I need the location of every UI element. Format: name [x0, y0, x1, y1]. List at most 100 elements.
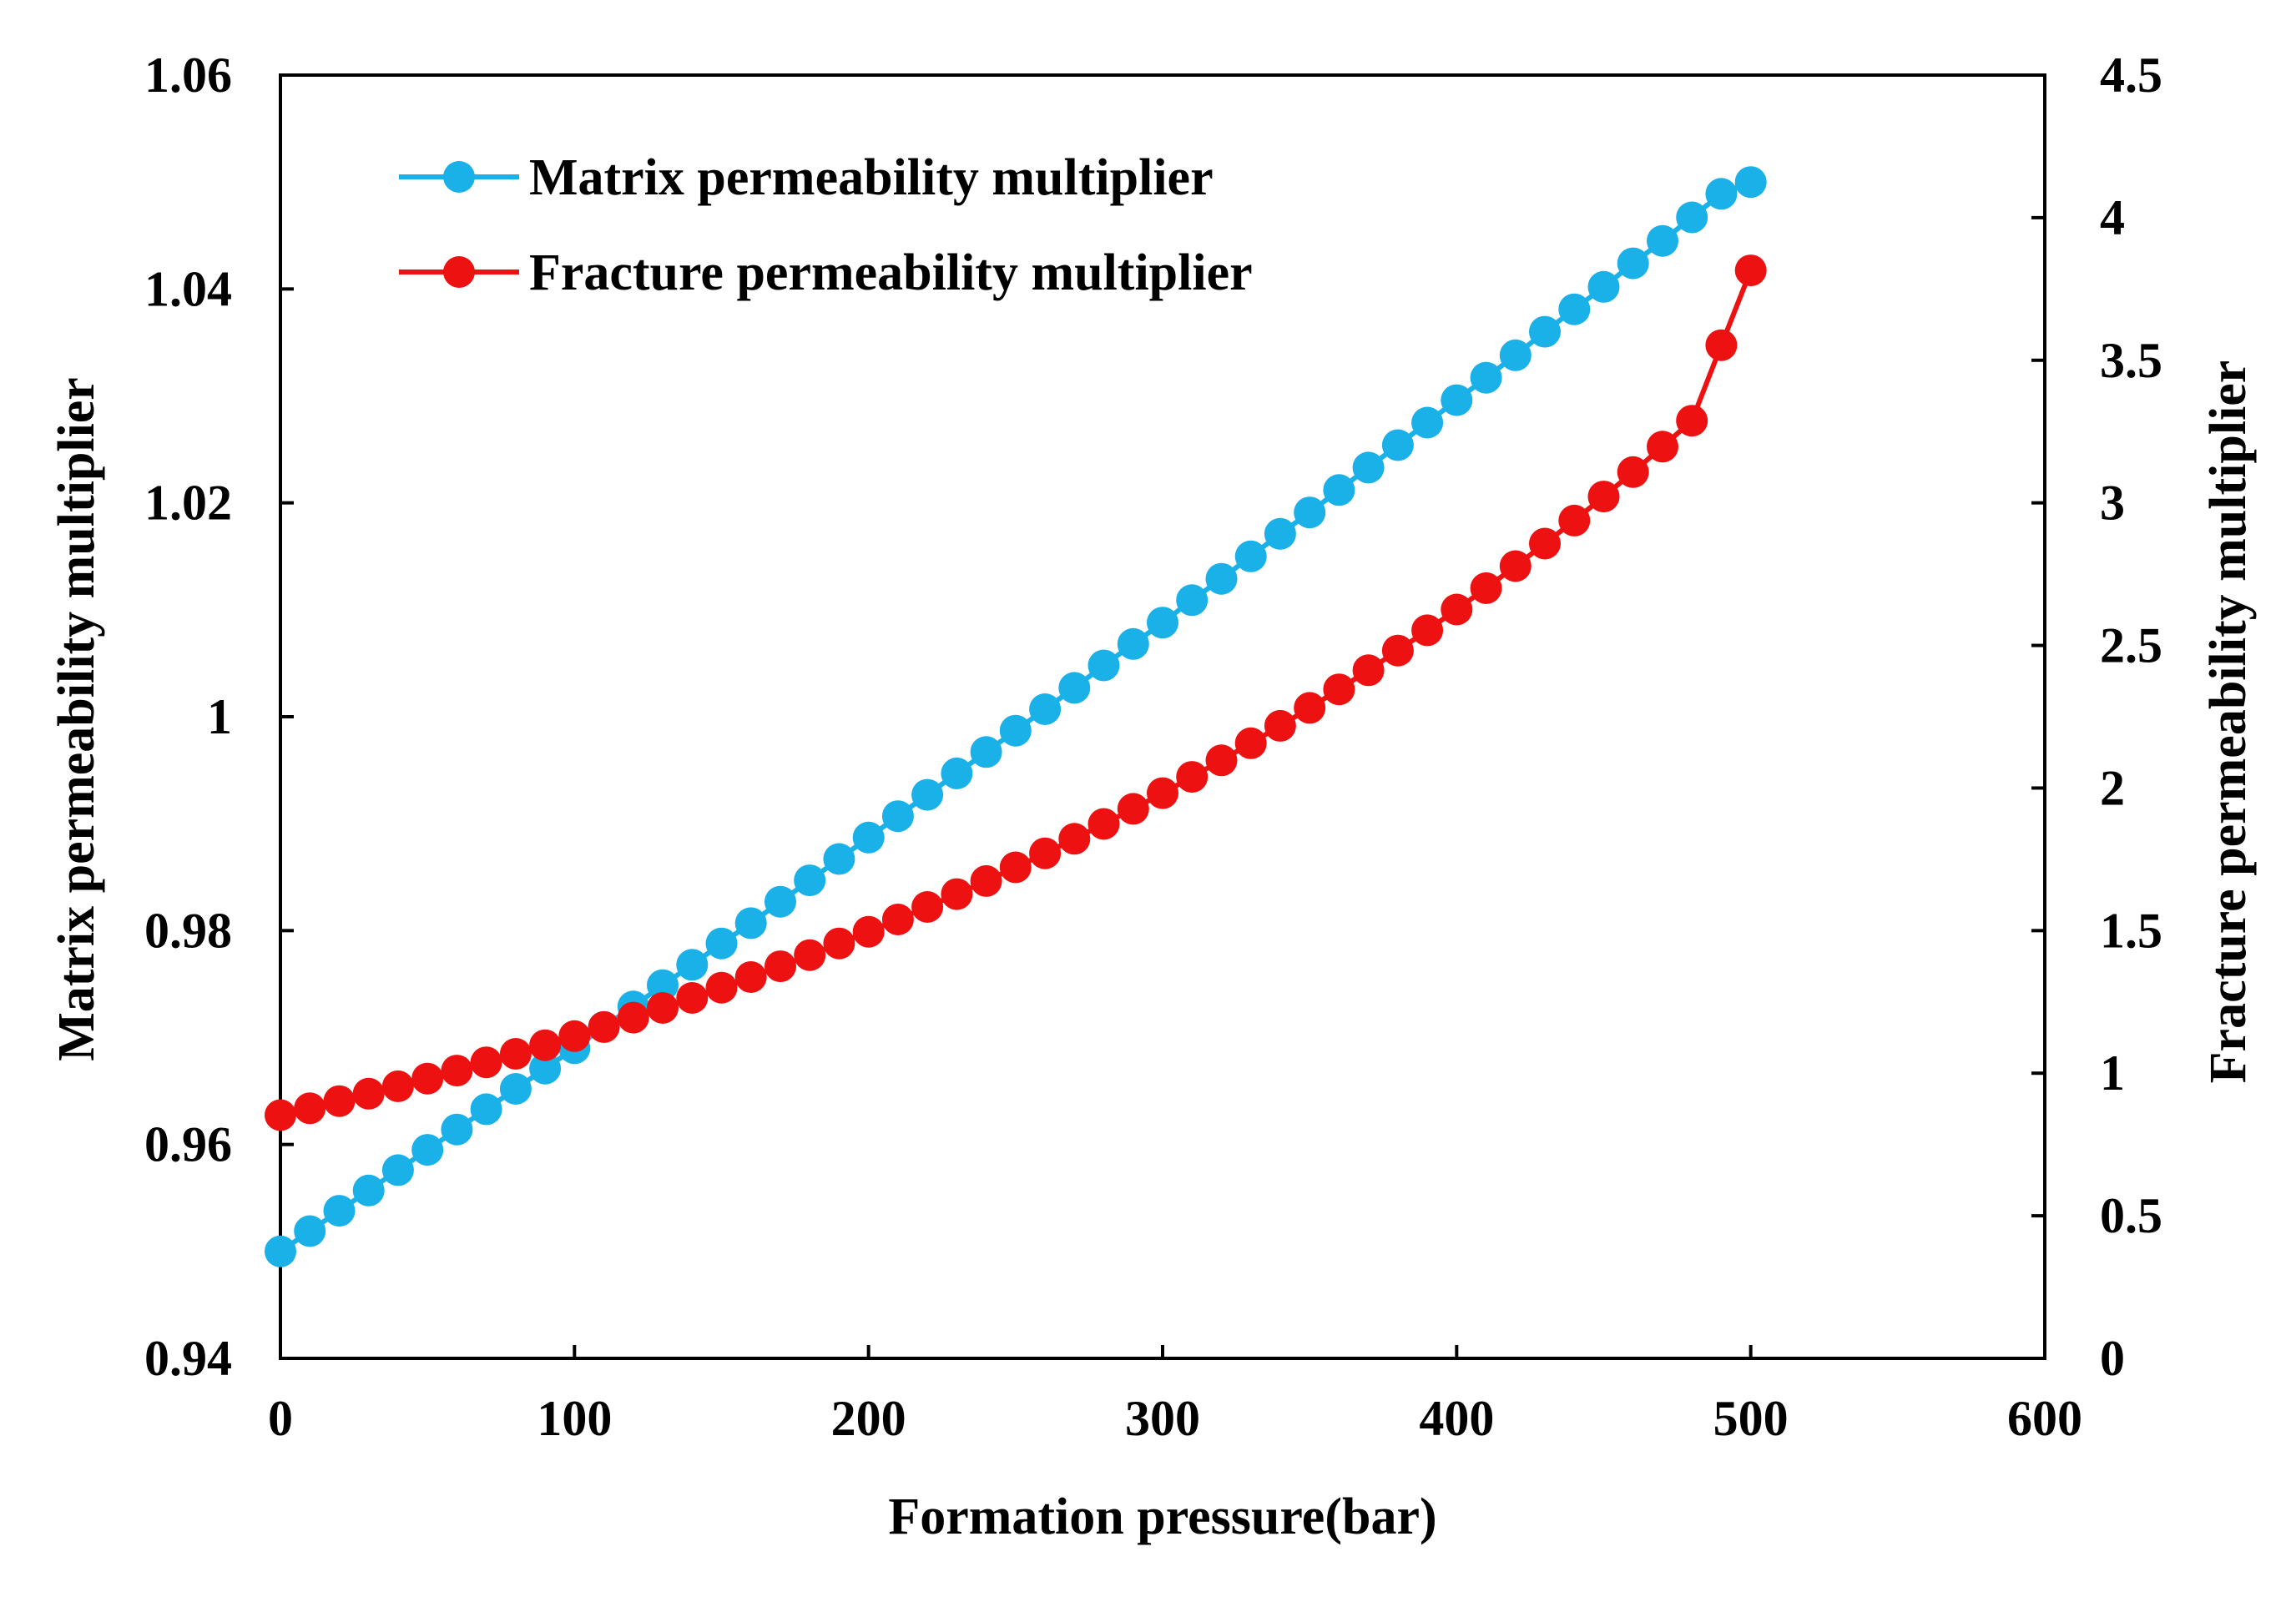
legend-item: Matrix permeability multiplier — [399, 149, 1214, 206]
data-point — [1058, 823, 1091, 855]
data-point — [1734, 254, 1767, 287]
y2-tick-label: 0 — [2100, 1331, 2125, 1386]
data-point — [764, 950, 796, 983]
series-matrix — [265, 166, 1767, 1267]
legend-marker — [443, 161, 475, 193]
data-point — [411, 1134, 444, 1166]
data-point — [676, 982, 709, 1014]
data-point — [1205, 562, 1238, 595]
data-point — [970, 864, 1002, 897]
legend: Matrix permeability multiplier Fracture p… — [399, 149, 1253, 301]
left-axis-ticks: 0.94 0.96 0.98 1 1.02 1.04 1.06 — [144, 48, 294, 1386]
data-point — [1264, 517, 1296, 550]
data-point — [881, 800, 914, 833]
data-point — [1264, 709, 1296, 742]
data-point — [734, 961, 767, 993]
data-point — [1617, 247, 1649, 280]
data-point — [1441, 384, 1473, 416]
series-fracture — [265, 254, 1767, 1131]
data-point — [941, 757, 973, 789]
data-point — [529, 1029, 562, 1061]
data-point — [852, 915, 885, 948]
data-point — [1117, 627, 1149, 660]
data-point — [1558, 293, 1591, 325]
data-point — [1647, 431, 1678, 463]
x-tick-label: 500 — [1713, 1391, 1789, 1446]
data-point — [558, 1020, 591, 1052]
data-point — [647, 969, 679, 1001]
y2-axis-label: Fracture permeability multiplier — [2200, 360, 2257, 1084]
data-point — [1147, 777, 1178, 809]
x-axis-label: Formation pressure(bar) — [888, 1489, 1436, 1545]
y-tick-label: 0.98 — [144, 903, 232, 958]
data-point — [1381, 634, 1414, 667]
x-tick-label: 400 — [1419, 1391, 1494, 1446]
data-point — [881, 904, 914, 935]
data-point — [1411, 614, 1444, 647]
y2-tick-label: 2 — [2100, 760, 2125, 815]
y-tick-label: 0.96 — [144, 1117, 232, 1172]
data-point — [470, 1093, 502, 1126]
data-point — [794, 939, 826, 971]
series-line — [280, 270, 1754, 1118]
data-point — [381, 1070, 414, 1102]
data-point — [911, 778, 944, 811]
data-point — [411, 1062, 444, 1095]
x-axis-ticks: 0 100 200 300 400 500 600 — [268, 1345, 2082, 1446]
data-point — [1529, 527, 1561, 560]
y2-tick-label: 4.5 — [2100, 48, 2162, 103]
data-point — [1205, 744, 1238, 777]
data-point — [529, 1052, 562, 1085]
data-point — [1087, 808, 1120, 840]
data-point — [1176, 584, 1209, 617]
x-tick-label: 200 — [831, 1391, 906, 1446]
data-point — [352, 1077, 385, 1110]
data-point — [823, 927, 855, 960]
data-point — [705, 927, 738, 960]
data-point — [676, 949, 709, 981]
data-point — [1381, 429, 1414, 461]
data-point — [265, 1235, 296, 1267]
data-point — [323, 1195, 356, 1227]
data-point — [647, 992, 679, 1024]
data-point — [1587, 270, 1620, 303]
data-point — [1087, 649, 1120, 682]
data-point — [1234, 727, 1267, 759]
data-point — [441, 1055, 473, 1087]
data-point — [617, 1001, 649, 1034]
y-tick-label: 0.94 — [144, 1331, 232, 1386]
y2-tick-label: 1.5 — [2100, 903, 2162, 958]
data-point — [705, 971, 738, 1004]
legend-item: Fracture permeability multiplier — [399, 244, 1253, 301]
data-point — [1352, 654, 1385, 687]
data-point — [1676, 405, 1708, 437]
legend-label: Fracture permeability multiplier — [529, 244, 1253, 301]
data-point — [852, 821, 885, 854]
x-tick-label: 0 — [268, 1391, 293, 1446]
data-point — [734, 907, 767, 940]
y-tick-label: 1 — [207, 689, 232, 744]
data-point — [1558, 504, 1591, 537]
x-tick-label: 100 — [537, 1391, 612, 1446]
y2-tick-label: 0.5 — [2100, 1188, 2162, 1243]
y2-tick-label: 1 — [2100, 1045, 2125, 1101]
data-point — [911, 891, 944, 923]
data-point — [999, 714, 1032, 747]
data-point — [1117, 793, 1149, 825]
data-point — [1499, 339, 1532, 371]
x-tick-label: 300 — [1125, 1391, 1200, 1446]
data-point — [470, 1046, 502, 1079]
y2-tick-label: 2.5 — [2100, 618, 2162, 673]
x-tick-label: 600 — [2007, 1391, 2082, 1446]
legend-marker — [443, 256, 475, 288]
data-point — [1441, 593, 1473, 626]
data-point — [1587, 481, 1620, 513]
data-point — [1647, 224, 1678, 257]
data-point — [441, 1113, 473, 1146]
y2-tick-label: 3.5 — [2100, 333, 2162, 388]
data-point — [1147, 607, 1178, 639]
data-point — [1676, 201, 1708, 234]
data-point — [294, 1092, 326, 1125]
y2-tick-label: 4 — [2100, 190, 2125, 245]
data-point — [1734, 166, 1767, 199]
